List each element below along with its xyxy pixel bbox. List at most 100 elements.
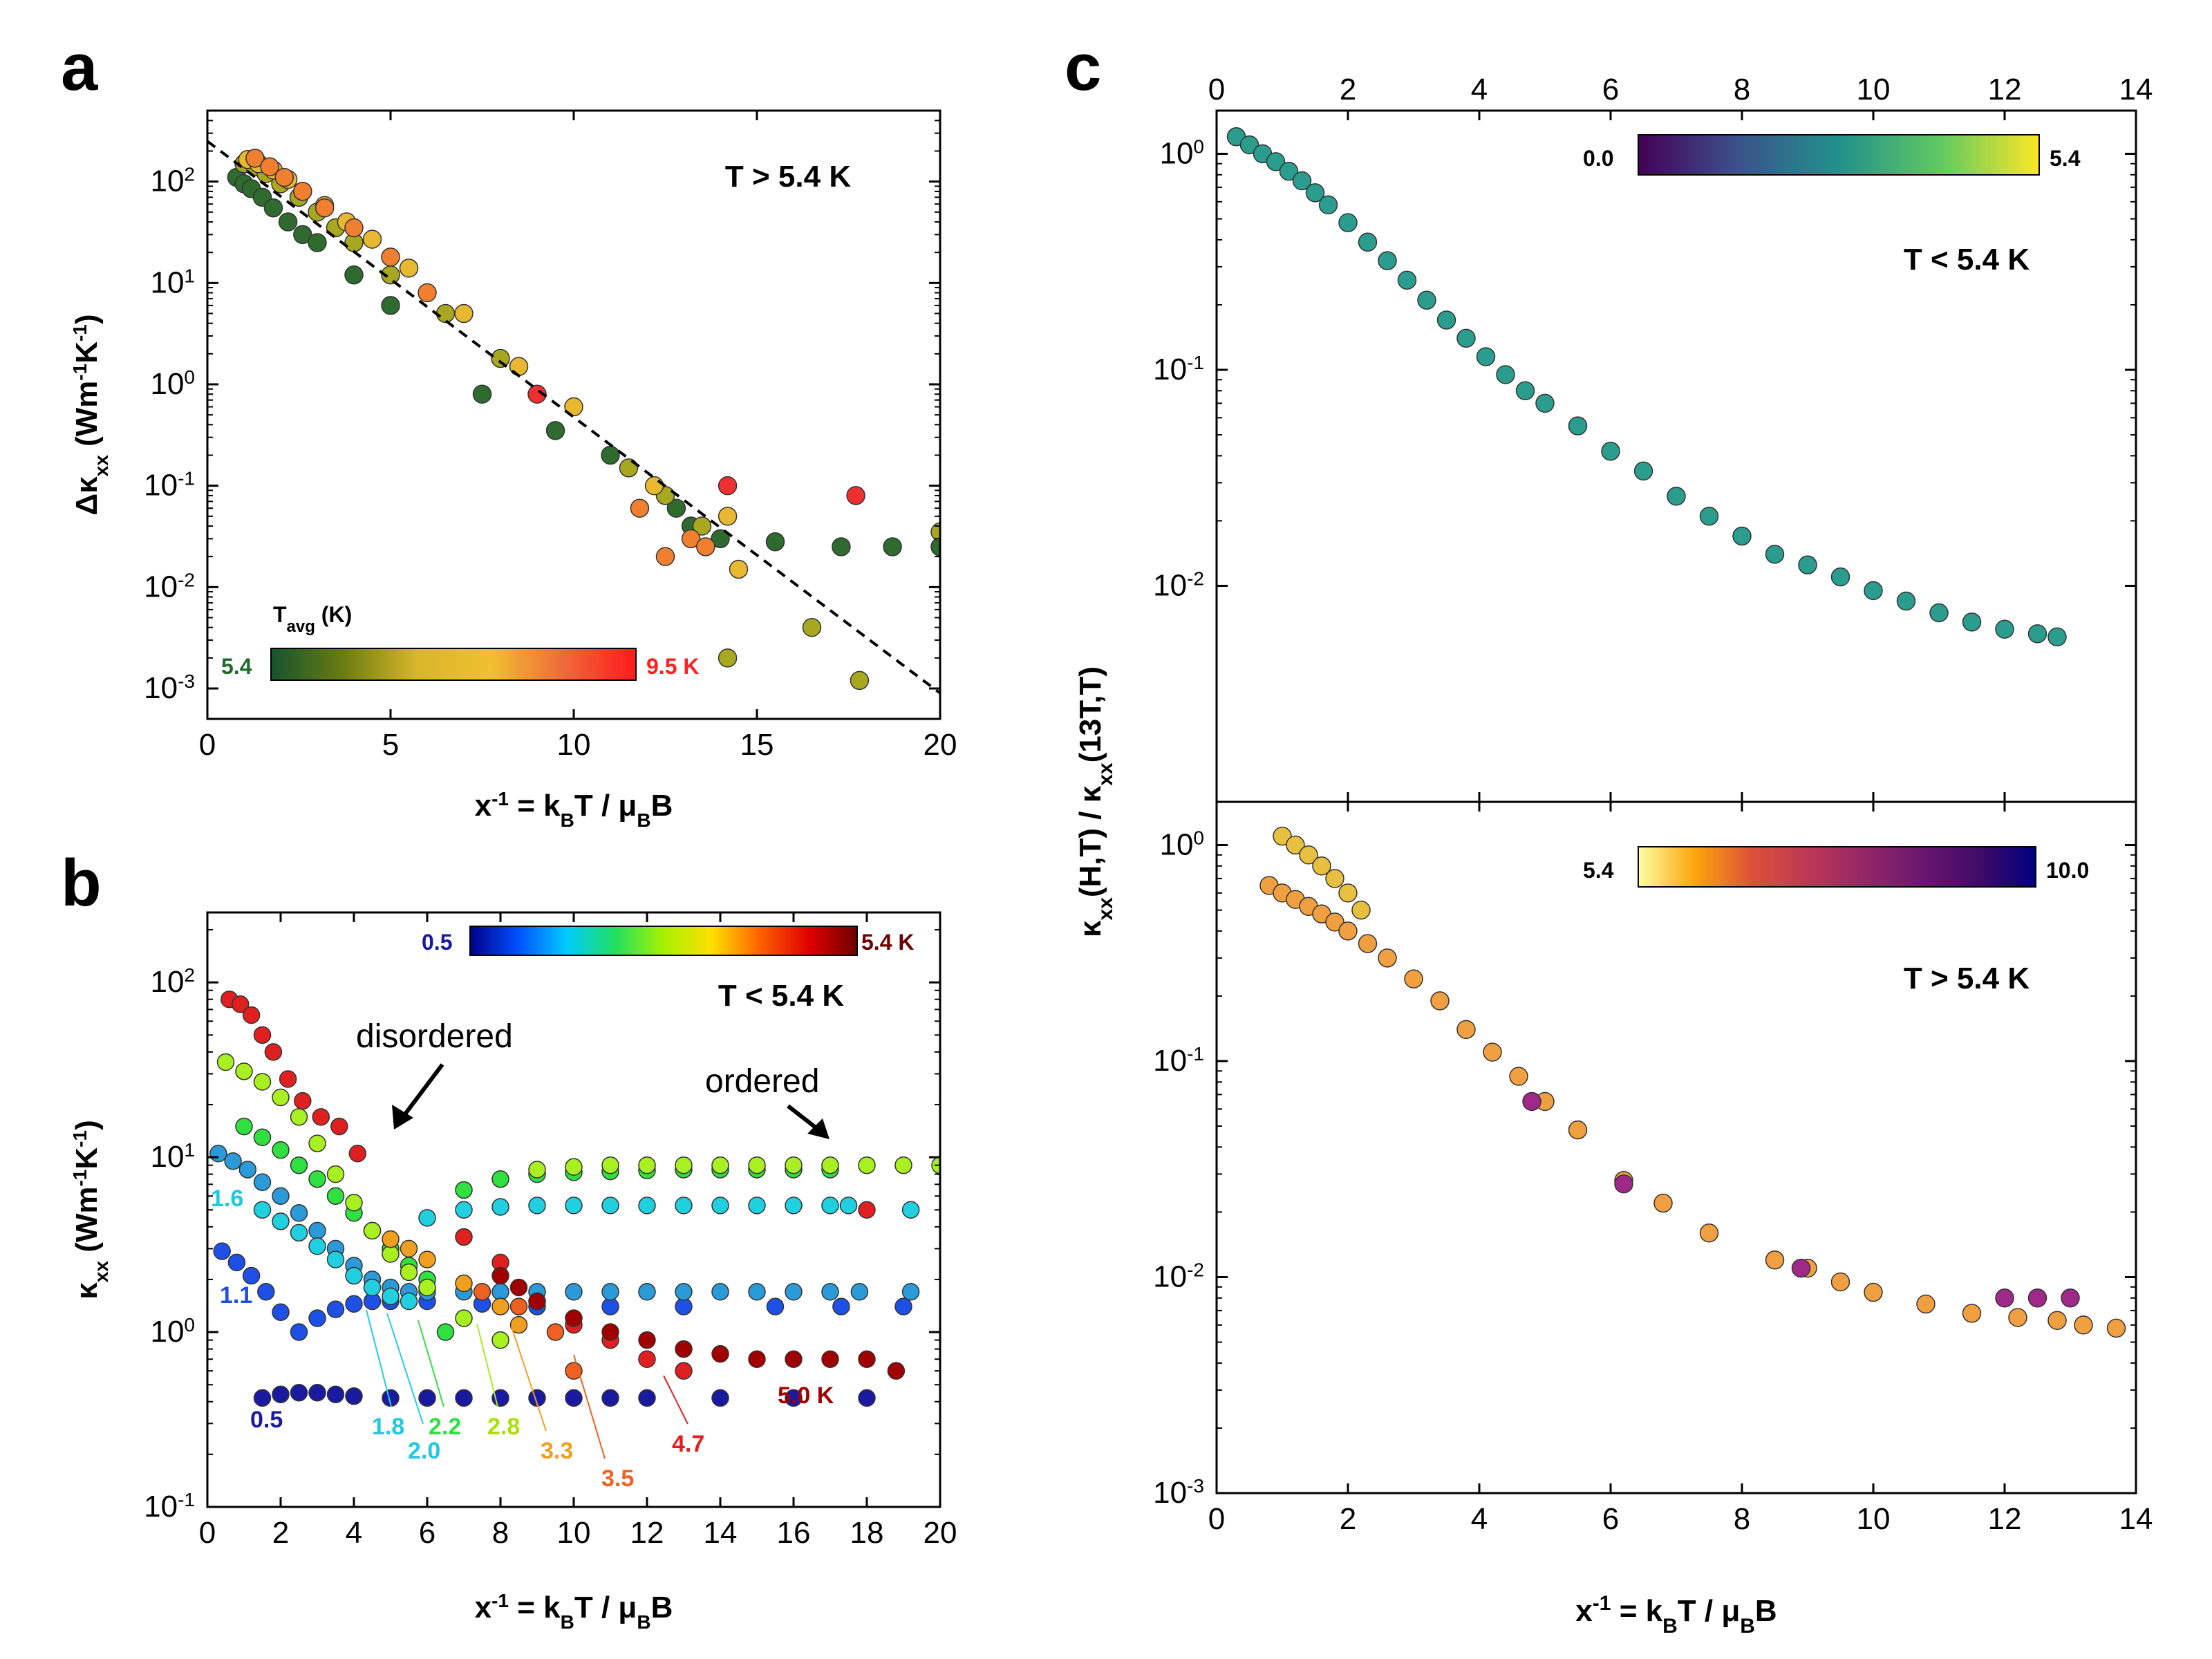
panel-b-point (675, 1197, 693, 1215)
panel-b-point (308, 1170, 326, 1188)
panel-c-bottom-point (1351, 900, 1371, 920)
panel-c-bottom-ytick-label: 10-3 (1153, 1475, 1204, 1510)
panel-a-xtick-label: 20 (924, 728, 957, 762)
panel-a-point (274, 167, 294, 187)
panel-c-top-colorbar-max: 5.4 (2050, 146, 2081, 171)
panel-b-point (711, 1156, 729, 1174)
panel-c-bottom-point (1378, 948, 1397, 968)
panel-c-bottom-point (1509, 1067, 1528, 1086)
panel-b-xtick-label: 2 (272, 1516, 289, 1550)
panel-b-point (382, 1230, 400, 1248)
panel-c-top-point (1765, 545, 1785, 564)
panel-letter-a: a (61, 30, 98, 104)
panel-a-point (718, 476, 738, 496)
panel-c-bottom-point (1299, 845, 1318, 865)
panel-a-annotation: T > 5.4 K (725, 160, 851, 194)
panel-c-top-point (2027, 624, 2047, 644)
panel-a-point (850, 671, 870, 691)
panel-b-point (290, 1156, 308, 1174)
panel-a-point (930, 522, 940, 542)
panel-b-point (455, 1274, 473, 1293)
panel-c-chart: 0 2 4 6 8 10 12 14 100 10-1 10-2 0 2 4 6 8 10 12 14 100 1… (1074, 73, 2153, 1638)
panel-c-top-point (1896, 591, 1916, 611)
panel-c-top-xtick-label-top: 0 (1208, 73, 1225, 106)
panel-b-point (326, 1187, 345, 1205)
panel-b-point (850, 1283, 869, 1301)
panel-c-top-point (1995, 619, 2014, 639)
panel-c-bottom-point (1653, 1193, 1673, 1213)
panel-b-point (601, 1197, 619, 1215)
panel-b-point (253, 1128, 272, 1147)
panel-a-point (630, 498, 650, 518)
panel-a-point (564, 397, 583, 417)
panel-b-point (290, 1323, 308, 1341)
panel-a-xtick-label: 0 (199, 728, 216, 762)
panel-c-bottom-point (1312, 856, 1331, 876)
panel-a-point (344, 265, 364, 285)
panel-b-colorbar (469, 926, 858, 956)
panel-b-xtick-label: 6 (419, 1516, 435, 1550)
panel-letter-c: c (1065, 30, 1101, 104)
panel-b-point (473, 1283, 491, 1301)
panel-b-xtick-label: 0 (199, 1516, 216, 1550)
panel-c-top-xtick-label-top: 2 (1340, 73, 1356, 106)
panel-b-point (901, 1283, 920, 1301)
panel-b-point (400, 1292, 418, 1311)
panel-c-top-point (1266, 152, 1286, 171)
panel-b-point (491, 1331, 509, 1349)
panel-a-point (293, 182, 312, 201)
panel-a-chart: 0 5 10 15 20 102 101 100 10-1 10-2 10-3 T > 5.4 K… (69, 109, 957, 831)
panel-a-point (491, 348, 510, 368)
panel-b-point (638, 1331, 656, 1349)
panel-b-point (345, 1194, 363, 1212)
panel-a-ytick-label: 10-3 (144, 671, 195, 706)
panel-c-top-point (1601, 441, 1620, 461)
panel-c-bottom-ytick-label: 10-2 (1153, 1259, 1204, 1294)
panel-a-ytick-label: 102 (150, 163, 195, 198)
panel-b-point (491, 1297, 509, 1315)
panel-b-xtick-label: 18 (850, 1516, 884, 1550)
leader-4.7 (663, 1375, 688, 1425)
panel-a-point (718, 507, 738, 526)
panel-b-point (528, 1389, 546, 1407)
panel-b-ytick-label: 102 (150, 964, 195, 1000)
panel-b-point (565, 1197, 583, 1215)
curve-label-1.8: 1.8 (372, 1414, 404, 1440)
curve-label-2.0: 2.0 (408, 1438, 440, 1464)
curve-label-5.0K: 5.0 K (778, 1382, 834, 1409)
panel-a-point (381, 296, 400, 315)
panel-a-point (832, 537, 851, 556)
panel-b-label-disordered: disordered (356, 1018, 513, 1055)
panel-b-point (294, 1091, 312, 1110)
panel-b-point (638, 1156, 656, 1174)
panel-b-point (382, 1287, 400, 1306)
panel-c-bottom-point (1325, 869, 1344, 888)
panel-a-point (681, 529, 701, 549)
panel-b-point (257, 1283, 275, 1301)
panel-b-point (601, 1156, 619, 1174)
curve-label-0.5: 0.5 (250, 1407, 283, 1433)
panel-b-point (308, 1221, 326, 1240)
panel-b-point (565, 1362, 583, 1380)
panel-c-bottom-point (1765, 1250, 1785, 1270)
curve-label-2.8: 2.8 (487, 1414, 520, 1440)
curve-label-1.6: 1.6 (211, 1185, 243, 1212)
panel-b-point (565, 1283, 583, 1301)
panel-a-point (418, 283, 437, 303)
panel-b-point (711, 1389, 729, 1407)
panel-a-point (527, 384, 547, 404)
panel-c-bottom-point (1338, 883, 1358, 903)
panel-c-top-xtick-label-top: 8 (1734, 73, 1750, 106)
panel-b-point (785, 1283, 803, 1301)
panel-a-point (718, 648, 738, 668)
panel-c-top-point (1378, 251, 1397, 270)
panel-b-point (231, 995, 250, 1013)
panel-b-point (638, 1350, 656, 1368)
panel-b-point (272, 1385, 290, 1403)
panel-c-bottom-point (1522, 1091, 1541, 1112)
panel-c-top-ytick-label: 10-2 (1153, 568, 1204, 603)
curve-label-3.5: 3.5 (601, 1465, 634, 1492)
panel-a-point (765, 532, 785, 552)
panel-c-bottom-colorbar-min: 5.4 (1583, 858, 1614, 883)
